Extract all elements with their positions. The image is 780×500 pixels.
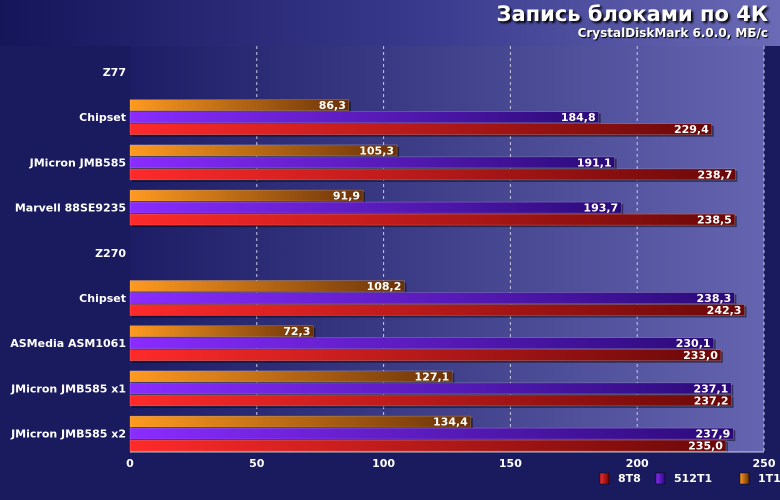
category-label: ASMedia ASM1061 <box>10 337 126 350</box>
data-label: 191,1 <box>577 156 612 169</box>
x-tick-label: 200 <box>626 457 649 470</box>
x-tick-label: 0 <box>126 457 134 470</box>
legend-swatch-1T1 <box>739 472 750 485</box>
data-label: 229,4 <box>674 123 709 136</box>
category-label: Chipset <box>79 292 126 305</box>
bar-8T8 <box>129 349 722 361</box>
category-label: Z77 <box>103 66 126 79</box>
data-label: 184,8 <box>561 111 596 124</box>
data-label: 238,5 <box>697 214 732 227</box>
bar-512T1 <box>129 201 622 214</box>
bar-512T1 <box>129 382 732 395</box>
x-tick-label: 50 <box>249 457 265 470</box>
bar-512T1 <box>129 156 615 169</box>
data-label: 237,2 <box>694 394 729 407</box>
bar-8T8 <box>129 168 736 181</box>
data-label: 238,3 <box>697 292 732 305</box>
bar-1T1 <box>129 99 350 111</box>
data-label: 72,3 <box>283 325 310 338</box>
data-label: 86,3 <box>319 99 346 112</box>
x-tick-label: 100 <box>372 457 395 470</box>
bar-8T8 <box>129 213 736 226</box>
category-label: JMicron JMB585 x1 <box>10 382 126 395</box>
bar-8T8 <box>129 394 732 407</box>
legend-label: 1T1 <box>758 472 780 485</box>
legend-label: 512T1 <box>674 472 712 485</box>
bar-512T1 <box>129 292 735 304</box>
data-label: 134,4 <box>433 416 468 429</box>
category-label: Chipset <box>79 111 126 124</box>
category-label: Marvell 88SE9235 <box>15 202 126 215</box>
bar-1T1 <box>129 189 364 202</box>
data-label: 242,3 <box>707 304 742 317</box>
legend-swatch-512T1 <box>655 472 666 485</box>
data-label: 127,1 <box>415 370 450 383</box>
chart-subtitle: CrystalDiskMark 6.0.0, МБ/с <box>577 26 768 40</box>
bar-8T8 <box>129 439 727 452</box>
data-label: 230,1 <box>676 337 711 350</box>
data-label: 233,0 <box>683 349 718 362</box>
bar-1T1 <box>129 144 398 157</box>
bar-512T1 <box>129 111 599 123</box>
title-bar: Запись блоками по 4К CrystalDiskMark 6.0… <box>0 0 780 46</box>
legend-swatch-8T8 <box>599 472 610 485</box>
bar-8T8 <box>129 304 745 316</box>
category-label: Z270 <box>95 247 126 260</box>
legend-label: 8T8 <box>618 472 641 485</box>
data-label: 237,1 <box>693 382 728 395</box>
bar-512T1 <box>129 337 714 349</box>
x-tick-label: 150 <box>499 457 522 470</box>
category-label: JMicron JMB585 <box>29 156 126 169</box>
data-label: 238,7 <box>698 168 733 181</box>
bar-1T1 <box>129 280 405 292</box>
bar-1T1 <box>129 325 314 337</box>
x-tick-label: 250 <box>753 457 776 470</box>
category-label: JMicron JMB585 x2 <box>10 428 126 441</box>
bar-8T8 <box>129 123 713 135</box>
data-label: 91,9 <box>333 190 360 203</box>
data-label: 237,9 <box>696 428 731 441</box>
bar-1T1 <box>129 370 453 383</box>
data-label: 105,3 <box>359 144 394 157</box>
bar-1T1 <box>129 415 472 428</box>
data-label: 235,0 <box>688 440 723 453</box>
data-label: 108,2 <box>367 280 402 293</box>
bar-512T1 <box>129 427 734 440</box>
data-label: 193,7 <box>583 202 618 215</box>
chart-title: Запись блоками по 4К <box>496 2 768 26</box>
